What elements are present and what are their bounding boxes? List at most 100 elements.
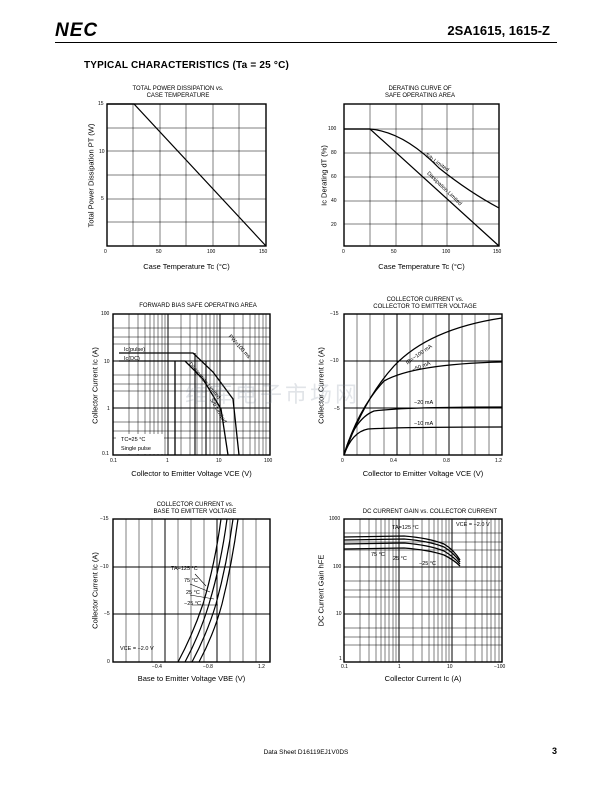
header-rule — [55, 42, 557, 43]
soa-ytick-1: 1 — [107, 406, 110, 412]
icvbe-ylabel: Collector Current Ic (A) — [90, 552, 100, 629]
power-xtick-0: 0 — [104, 249, 107, 255]
icvbe-ytick-5: −5 — [104, 611, 110, 617]
icvbe-chart — [112, 518, 271, 663]
hfe-xtick-0.1: 0.1 — [341, 664, 348, 670]
soa-xlabel: Collector to Emitter Voltage VCE (V) — [131, 469, 252, 478]
hfe-grid — [344, 519, 502, 662]
soa-icdc: Ic(DC) — [124, 356, 140, 362]
hfe-xtick-1: 1 — [398, 664, 401, 670]
derating-xtick-100: 100 — [442, 249, 451, 255]
soa-ytick-100: 100 — [101, 311, 110, 317]
power-xtick-100: 100 — [207, 249, 216, 255]
icvce-curve-10ma — [343, 426, 503, 456]
icvce-xlabel: Collector to Emitter Voltage VCE (V) — [362, 469, 484, 478]
icvce-xtick-0.4: 0.4 — [390, 458, 397, 464]
soa-xtick-1: 1 — [166, 458, 169, 464]
icvbe-ytick-15: −15 — [100, 516, 109, 522]
power-grid — [107, 104, 266, 246]
power-ytick-5: 5 — [101, 196, 104, 202]
icvbe-curve-25 — [191, 518, 234, 663]
icvbe-xtick-04: −0.4 — [152, 664, 162, 670]
soa-dc-boundary — [119, 360, 229, 456]
derating-sb-curve — [344, 128, 500, 209]
icvce-ytick-10: −10 — [330, 358, 339, 364]
icvce-curve-20ma — [343, 406, 503, 456]
hfe-chart — [343, 518, 503, 663]
hfe-curve-75 — [343, 538, 461, 563]
hfe-chart-title: DC CURRENT GAIN vs. COLLECTOR CURRENT — [362, 509, 498, 515]
section-title: TYPICAL CHARACTERISTICS (Ta = 25 °C) — [84, 60, 290, 71]
soa-xtick-10: 10 — [216, 458, 222, 464]
icvbe-xlabel: Base to Emitter Voltage VBE (V) — [137, 674, 246, 683]
icvce-xtick-0.8: 0.8 — [443, 458, 450, 464]
hfe-temp-25: 25 °C — [393, 556, 407, 562]
hfe-ylabel: DC Current Gain hFE — [316, 554, 326, 627]
hfe-xtick-10: 10 — [447, 664, 453, 670]
soa-chart-title: FORWARD BIAS SAFE OPERATING AREA — [139, 303, 257, 309]
hfe-ytick-100: 100 — [333, 564, 342, 570]
hfe-ytick-1000: 1000 — [329, 516, 341, 522]
icvce-curve-100ma — [343, 317, 503, 456]
soa-xtick-0.1: 0.1 — [110, 458, 117, 464]
power-ylabel: Total Power Dissipation PT (W) — [86, 123, 96, 228]
icvbe-ytick-0: 0 — [107, 659, 110, 665]
icvce-ytick-5: −5 — [334, 406, 340, 412]
icvbe-temp-25: 25 °C — [186, 590, 200, 596]
hfe-ytick-10: 10 — [336, 611, 342, 617]
hfe-ytick-1: 1 — [339, 656, 342, 662]
soa-single-pulse: Single pulse — [121, 446, 151, 452]
soa-tc: TC=25 °C — [121, 437, 146, 443]
derating-ylabel: Ic Derating dT (%) — [319, 145, 329, 206]
derating-xtick-0: 0 — [342, 249, 345, 255]
soa-pulse-boundary — [119, 352, 240, 456]
power-curve — [107, 103, 267, 247]
icvce-ytick-15: −15 — [330, 311, 339, 317]
hfe-temp-125: TA=125 °C — [392, 525, 419, 531]
power-xtick-50: 50 — [156, 249, 162, 255]
icvbe-chart-title: COLLECTOR CURRENT vs. BASE TO EMITTER VOL… — [153, 502, 237, 515]
icvbe-ytick-10: −10 — [100, 564, 109, 570]
icvbe-xtick-12: 1.2 — [258, 664, 265, 670]
hfe-curve-m25 — [343, 547, 461, 567]
icvbe-temp-125: TA=125 °C — [171, 566, 198, 572]
soa-icpulse: Ic(pulse) — [124, 347, 146, 353]
hfe-xlabel: Collector Current Ic (A) — [384, 674, 462, 683]
power-chart-title: TOTAL POWER DISSIPATION vs. CASE TEMPERAT… — [132, 86, 224, 99]
icvce-ib-10: −10 mA — [414, 421, 434, 427]
power-xlabel: Case Temperature Tc (°C) — [143, 262, 230, 271]
watermark: 维库电子市场网 — [185, 383, 361, 408]
icvce-xtick-0: 0 — [341, 458, 344, 464]
derating-dissipation-line — [344, 128, 500, 247]
derating-ytick-80: 80 — [331, 150, 337, 156]
soa-grid — [113, 314, 270, 455]
derating-chart-title: DERATING CURVE OF SAFE OPERATING AREA — [385, 86, 455, 99]
derating-xtick-150: 150 — [493, 249, 502, 255]
soa-ytick-10: 10 — [104, 359, 110, 365]
derating-ytick-60: 60 — [331, 174, 337, 180]
icvbe-temp-m25: −25 °C — [184, 601, 202, 607]
power-ytick-10: 10 — [99, 149, 105, 155]
icvce-chart-title: COLLECTOR CURRENT vs. COLLECTOR TO EMITTE… — [373, 297, 477, 310]
hfe-vce: VCE = −2.0 V — [456, 522, 490, 528]
derating-ytick-100: 100 — [328, 126, 337, 132]
soa-ytick-0.1: 0.1 — [102, 451, 109, 457]
power-chart — [106, 103, 267, 247]
derating-xtick-50: 50 — [391, 249, 397, 255]
icvbe-xtick-08: −0.8 — [203, 664, 213, 670]
icvbe-curve-m25 — [198, 518, 239, 663]
soa-chart — [112, 313, 271, 456]
power-ytick-15: 15 — [98, 101, 104, 107]
icvbe-curve-125 — [177, 518, 222, 663]
footer-doc: Data Sheet D16119EJ1V0DS — [263, 749, 349, 756]
icvce-xtick-1.2: 1.2 — [495, 458, 502, 464]
derating-ytick-20: 20 — [331, 222, 337, 228]
soa-xtick-100: 100 — [264, 458, 273, 464]
derating-ytick-40: 40 — [331, 198, 337, 204]
icvce-chart — [343, 313, 503, 456]
derating-xlabel: Case Temperature Tc (°C) — [378, 262, 465, 271]
hfe-xtick-100: −100 — [494, 664, 506, 670]
part-number: 2SA1615, 1615-Z — [447, 23, 550, 38]
icvbe-curve-75 — [184, 518, 228, 663]
hfe-curve-125 — [343, 535, 461, 561]
